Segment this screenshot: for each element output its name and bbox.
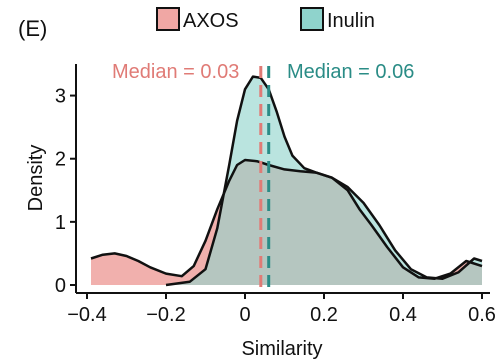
- y-tick-label: 3: [55, 86, 66, 108]
- x-tick-label: 0.6: [468, 304, 496, 326]
- legend-label-inulin: Inulin: [327, 10, 375, 32]
- y-ticks: 0 1 2 3: [55, 86, 76, 297]
- legend-swatch-axos: [156, 7, 180, 31]
- x-tick-label: 0.2: [310, 304, 338, 326]
- median-label-axos: Median = 0.03: [112, 61, 239, 83]
- y-tick-label: 2: [55, 149, 66, 171]
- x-axis-title: Similarity: [241, 338, 322, 359]
- x-tick-label: −0.2: [146, 304, 185, 326]
- legend-swatch-inulin: [300, 7, 324, 31]
- density-line-axos: [90, 158, 483, 280]
- legend: AXOS Inulin: [156, 7, 375, 32]
- density-line-inulin: [165, 75, 483, 287]
- y-tick-label: 1: [55, 212, 66, 234]
- panel-label: (E): [18, 16, 47, 41]
- y-tick-label: 0: [55, 275, 66, 297]
- legend-label-axos: AXOS: [183, 10, 239, 32]
- x-ticks: −0.4 −0.2 0 0.2 0.4 0.6: [67, 293, 496, 326]
- density-area-inulin: [166, 76, 482, 285]
- x-tick-label: −0.4: [67, 304, 106, 326]
- y-axis-title: Density: [25, 145, 47, 212]
- x-tick-label: 0: [239, 304, 250, 326]
- median-label-inulin: Median = 0.06: [287, 61, 414, 83]
- x-tick-label: 0.4: [389, 304, 417, 326]
- plot-area: [90, 66, 483, 291]
